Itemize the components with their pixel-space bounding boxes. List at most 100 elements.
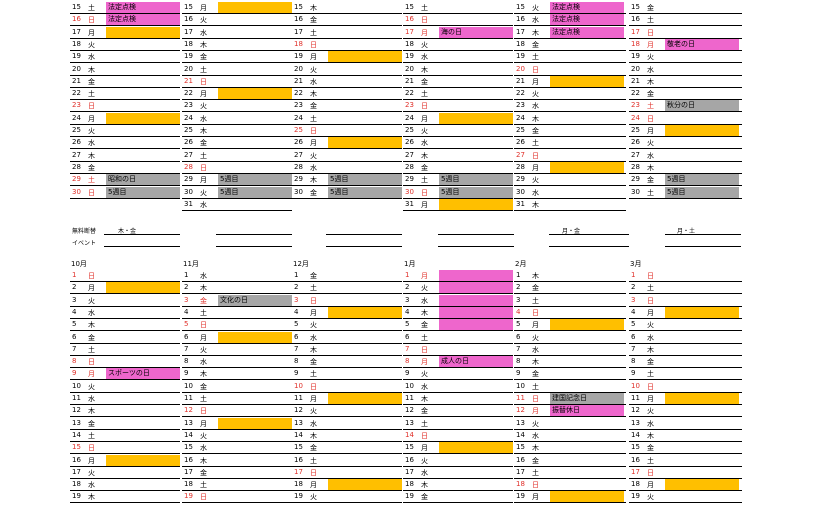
day-number: 18 (405, 480, 414, 489)
day-number: 7 (631, 344, 636, 353)
event-label: 5週目 (328, 174, 402, 186)
calendar-day-cell: 15 水 (182, 442, 292, 455)
weekday-label: 金 (88, 333, 95, 342)
calendar-day-cell: 22 月 (182, 88, 292, 101)
event-label (550, 161, 624, 173)
calendar-day-cell: 27 木 (70, 150, 180, 162)
day-number: 11 (184, 394, 193, 402)
day-number: 24 (631, 113, 640, 122)
weekday-label: 日 (200, 407, 207, 416)
calendar-day-cell: 29 金 5週目 (629, 174, 742, 187)
calendar-day-cell: 20 水 (629, 64, 742, 76)
day-number: 20 (405, 64, 414, 73)
day-number: 17 (516, 467, 525, 476)
day-number: 7 (294, 344, 299, 353)
calendar-day-cell: 15 土 法定点検 (70, 2, 180, 14)
day-number: 15 (184, 3, 193, 11)
calendar-day-cell: 12 木 (70, 405, 180, 418)
calendar-day-cell: 12 日 (182, 405, 292, 418)
day-number: 14 (184, 430, 193, 439)
weekday-label: 火 (88, 296, 95, 305)
day-number: 22 (405, 89, 414, 98)
day-number: 3 (184, 295, 189, 304)
weekday-label: 水 (532, 431, 539, 440)
calendar-day-cell: 17 土 (292, 27, 402, 39)
weekday-label: 日 (647, 468, 654, 477)
weekday-label: 木 (88, 65, 95, 74)
event-label (106, 282, 180, 294)
day-number: 18 (294, 39, 303, 48)
day-number: 12 (294, 406, 303, 415)
day-number: 30 (631, 187, 640, 196)
weekday-label: 火 (647, 407, 654, 416)
event-label: 法定点検 (106, 14, 180, 26)
day-number: 6 (631, 332, 636, 341)
day-number: 14 (516, 430, 525, 439)
month-header: 3月 (630, 260, 642, 268)
calendar-day-cell: 19 木 (70, 491, 180, 504)
day-number: 1 (72, 271, 77, 279)
day-number: 1 (184, 271, 189, 279)
weekday-label: 木 (200, 456, 207, 465)
day-number: 15 (516, 443, 525, 452)
event-label (439, 319, 513, 331)
calendar-day-cell: 21 木 (629, 76, 742, 88)
weekday-label: 水 (88, 395, 95, 403)
weekday-label: 水 (200, 114, 207, 123)
weekday-label: 月 (532, 77, 539, 86)
weekday-label: 日 (310, 296, 317, 305)
weekday-label: 月 (310, 139, 317, 148)
day-number: 10 (631, 381, 640, 390)
event-label (665, 393, 739, 404)
weekday-label: 金 (421, 321, 428, 330)
weekday-label: 火 (647, 53, 654, 62)
calendar-day-cell: 15 金 (292, 442, 402, 455)
weekday-label: 土 (532, 53, 539, 62)
day-number: 31 (405, 199, 414, 208)
day-number: 29 (294, 175, 303, 184)
weekday-label: 日 (647, 382, 654, 391)
calendar-day-cell: 25 日 (292, 125, 402, 137)
event-label: 建国記念日 (550, 393, 624, 404)
notes-section: 無料断替 イベント 木・金 月・金 月・土 (0, 222, 830, 252)
note-text: 木・金 (118, 228, 137, 235)
day-number: 21 (294, 76, 303, 85)
calendar-day-cell: 22 火 (514, 88, 626, 101)
event-label (328, 306, 402, 318)
weekday-label: 火 (647, 321, 654, 330)
event-label: 5週目 (439, 174, 513, 186)
weekday-label: 土 (421, 176, 428, 185)
event-label: 5週目 (218, 174, 292, 186)
weekday-label: 月 (200, 4, 207, 12)
day-number: 11 (294, 394, 303, 402)
calendar-day-cell: 26 月 (292, 137, 402, 150)
day-number: 30 (516, 187, 525, 196)
calendar-day-cell: 19 水 (403, 51, 513, 64)
calendar-day-cell: 11 水 (70, 393, 180, 405)
calendar-day-cell: 22 木 (292, 88, 402, 101)
calendar-day-cell: 19 土 (514, 51, 626, 64)
weekday-label: 金 (200, 139, 207, 148)
day-number: 17 (72, 467, 81, 476)
calendar-day-cell: 17 水 (182, 27, 292, 39)
day-number: 4 (72, 307, 77, 316)
day-number: 7 (405, 344, 410, 353)
day-number: 11 (516, 394, 525, 402)
weekday-label: 木 (532, 358, 539, 367)
weekday-label: 月 (200, 90, 207, 99)
weekday-label: 水 (310, 419, 317, 428)
day-number: 17 (72, 27, 81, 36)
note-underline (326, 234, 402, 235)
day-number: 29 (405, 175, 414, 184)
weekday-label: 月 (647, 308, 654, 317)
day-number: 16 (294, 455, 303, 464)
weekday-label: 日 (200, 321, 207, 330)
weekday-label: 日 (421, 102, 428, 111)
day-number: 9 (294, 369, 299, 378)
calendar-day-cell: 8 月 成人の日 (403, 356, 513, 369)
weekday-label: 火 (532, 419, 539, 428)
